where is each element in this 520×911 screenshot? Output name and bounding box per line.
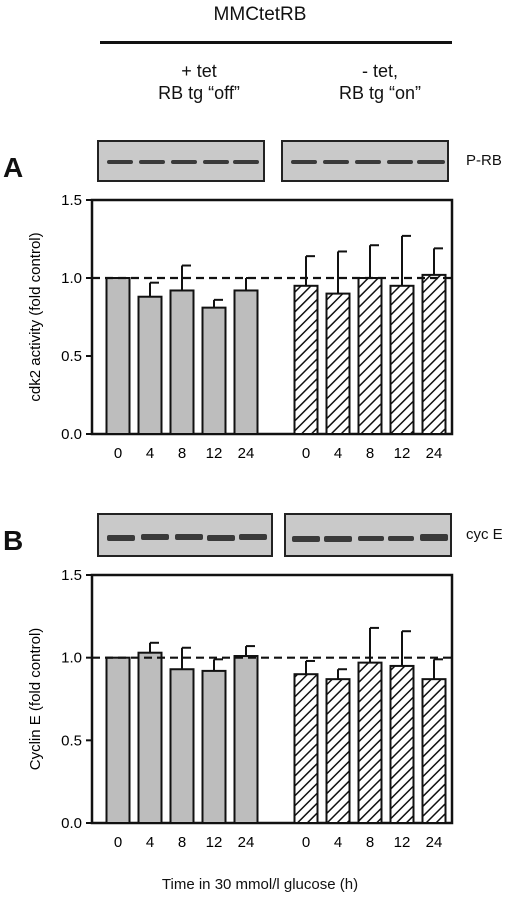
bar [357,277,383,435]
bar [169,289,195,436]
x-tick-label: 0 [302,834,310,851]
x-tick-label: 24 [238,445,255,462]
chart-b: 0.0 0.5 1.0 1.5 Cyclin E (fold control) 0 4 8 12… [27,567,454,851]
x-tick-label: 0 [302,445,310,462]
bar [421,273,447,435]
plot-frame [90,198,454,436]
y-tick-label: 0.0 [61,426,82,443]
bar [137,295,163,435]
x-tick-label: 4 [334,445,342,462]
x-tick-label: 12 [206,445,223,462]
blot-label-prb: P-RB [466,152,502,169]
y-tick-label: 1.0 [61,650,82,667]
blot-prb-tet-plus [97,140,265,182]
x-tick-label: 0 [114,834,122,851]
x-tick-label: 12 [394,445,411,462]
bar [137,651,163,824]
y-tick-label: 0.0 [61,815,82,832]
y-axis-label: cdk2 activity (fold control) [27,232,44,401]
panel-label-a: A [3,152,24,183]
x-tick-label: 4 [334,834,342,851]
x-tick-label: 8 [178,834,186,851]
bar [389,664,415,824]
panel-label-b: B [3,525,24,556]
x-tick-label: 24 [426,445,443,462]
bar [201,669,227,825]
x-tick-label: 24 [426,834,443,851]
y-tick-label: 1.0 [61,270,82,287]
x-tick-label: 8 [366,834,374,851]
y-axis-label: Cyclin E (fold control) [27,628,44,771]
blot-cyce-tet-plus [97,513,273,557]
y-tick-label: 0.5 [61,732,82,749]
bar [357,661,383,824]
x-tick-label: 8 [366,445,374,462]
y-tick-label: 1.5 [61,192,82,209]
y-tick-label: 0.5 [61,348,82,365]
header-rule [100,41,452,44]
bar [293,673,319,824]
x-tick-label: 12 [394,834,411,851]
x-tick-label: 4 [146,445,154,462]
y-tick-label: 1.5 [61,567,82,584]
condition-line-2: RB tg “off” [158,83,240,103]
bar [105,656,131,824]
x-tick-label: 0 [114,445,122,462]
condition-line-1: - tet, [361,61,398,81]
bar [169,668,195,824]
bar [105,277,131,435]
bar [293,284,319,435]
bar [233,289,259,436]
chart-a: 0.0 0.5 1.0 1.5 cdk2 activity (fold control)… [27,192,454,462]
header-title: MMCtetRB [213,4,307,25]
blot-cyce-tet-minus [284,513,452,557]
condition-label-tet-minus: - tet, RB tg “on” [295,60,465,104]
x-tick-label: 4 [146,834,154,851]
x-axis-label: Time in 30 mmol/l glucose (h) [161,876,359,893]
condition-label-tet-plus: + tet RB tg “off” [114,60,284,104]
condition-line-1: + tet [181,61,217,81]
plot-frame [90,573,454,825]
bar [325,292,351,435]
bar [421,678,447,824]
x-tick-label: 8 [178,445,186,462]
condition-line-2: RB tg “on” [338,83,422,103]
blot-label-cyce: cyc E [466,526,503,543]
bar [389,284,415,435]
bar [201,306,227,435]
bar [233,655,259,824]
x-tick-label: 12 [206,834,223,851]
bar [325,678,351,824]
blot-prb-tet-minus [281,140,449,182]
x-tick-label: 24 [238,834,255,851]
